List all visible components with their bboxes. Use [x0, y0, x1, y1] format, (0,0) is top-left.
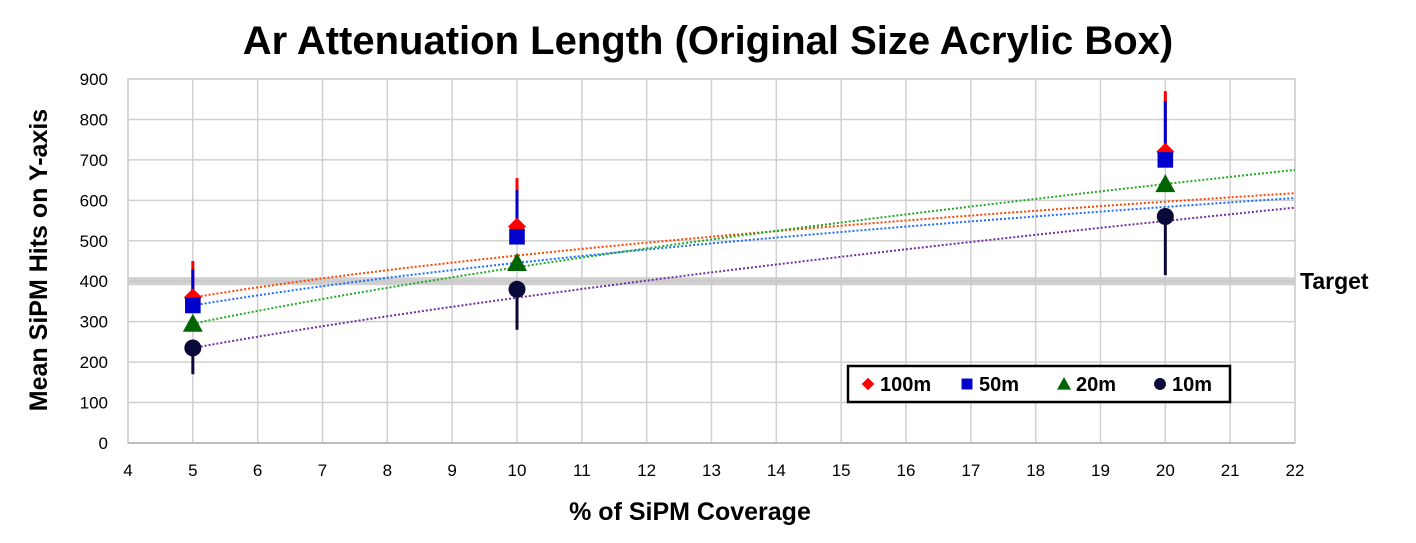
y-tick-label: 800: [80, 110, 108, 129]
y-tick-label: 600: [80, 191, 108, 210]
x-tick-label: 4: [123, 461, 132, 480]
y-tick-label: 0: [99, 434, 108, 453]
y-tick-label: 500: [80, 232, 108, 251]
x-tick-label: 16: [897, 461, 916, 480]
data-point-10m: [508, 280, 526, 298]
data-point-50m: [509, 228, 525, 245]
legend-marker-20m: [1057, 377, 1071, 390]
data-point-10m: [184, 339, 202, 357]
legend: 100m 50m 20m 10m: [846, 364, 1232, 404]
legend-marker-50m: [961, 378, 973, 390]
x-tick-label: 18: [1026, 461, 1045, 480]
legend-label-10m: 10m: [1172, 374, 1212, 396]
trendline-10m: [192, 206, 1296, 349]
data-point-layer: [182, 142, 1176, 357]
legend-marker-100m: [861, 377, 875, 391]
y-tick-label: 300: [80, 313, 108, 332]
x-tick-label: 22: [1286, 461, 1305, 480]
legend-marker-10m: [1154, 378, 1166, 390]
data-point-20m: [1155, 174, 1176, 193]
y-axis-label: Mean SiPM Hits on Y-axis: [25, 109, 53, 411]
legend-label-100m: 100m: [880, 374, 931, 396]
x-tick-label: 12: [637, 461, 656, 480]
y-tick-label: 100: [80, 394, 108, 413]
x-tick-label: 14: [767, 461, 786, 480]
x-tick-label: 17: [961, 461, 980, 480]
x-tick-label: 19: [1091, 461, 1110, 480]
data-point-50m: [1157, 152, 1174, 168]
target-layer: Target: [128, 268, 1369, 294]
data-point-50m: [185, 297, 201, 314]
x-tick-label: 5: [188, 461, 197, 480]
tick-label-layer: 4 5 6 7 8 9 10 11 12 13 14 15 16 17 18 19 20 21 22 0 100 200 3…: [80, 70, 1305, 480]
x-tick-label: 13: [702, 461, 721, 480]
y-tick-label: 400: [80, 272, 108, 291]
error-bar-layer: [191, 91, 1167, 375]
y-tick-label: 700: [80, 151, 108, 170]
data-point-10m: [1156, 208, 1174, 226]
x-axis-label: % of SiPM Coverage: [569, 498, 811, 526]
trendline-50m: [192, 197, 1296, 307]
y-tick-label: 900: [80, 70, 108, 89]
trendline-layer: [192, 168, 1296, 349]
x-tick-label: 11: [573, 461, 591, 480]
x-tick-label: 7: [318, 461, 327, 480]
legend-box: [846, 364, 1232, 404]
target-label: Target: [1300, 268, 1369, 294]
x-tick-label: 15: [832, 461, 851, 480]
x-tick-label: 20: [1156, 461, 1175, 480]
legend-label-50m: 50m: [979, 374, 1019, 396]
x-tick-label: 8: [383, 461, 392, 480]
x-tick-label: 6: [253, 461, 262, 480]
data-point-20m: [182, 313, 203, 332]
trendline-20m: [192, 168, 1296, 325]
x-tick-label: 9: [447, 461, 456, 480]
trendline-100m: [192, 192, 1296, 299]
y-tick-label: 200: [80, 353, 108, 372]
chart-title: Ar Attenuation Length (Original Size Acr…: [243, 19, 1173, 63]
x-tick-label: 21: [1221, 461, 1240, 480]
target-band: [128, 277, 1295, 286]
x-tick-label: 10: [508, 461, 527, 480]
legend-label-20m: 20m: [1076, 374, 1116, 396]
data-point-20m: [507, 253, 527, 272]
